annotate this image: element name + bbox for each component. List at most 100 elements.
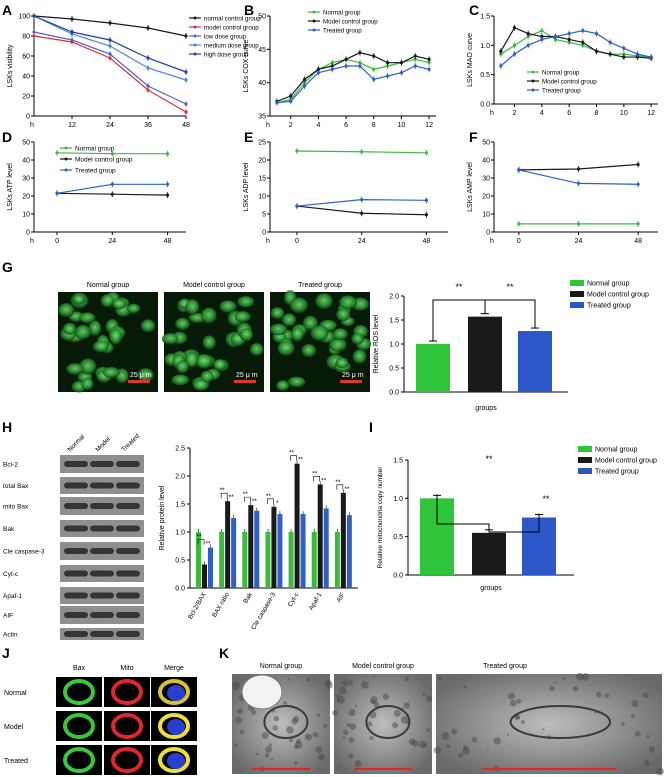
series-line bbox=[500, 30, 652, 67]
significance-bracket bbox=[488, 513, 540, 533]
data-point bbox=[576, 181, 581, 185]
series-line bbox=[500, 29, 652, 58]
em-texture bbox=[507, 692, 515, 700]
panel-k-layer: Normal group Model control group Treated g… bbox=[232, 663, 664, 776]
cell-nucleus bbox=[202, 335, 216, 350]
em-texture bbox=[339, 687, 347, 695]
data-point bbox=[526, 31, 530, 36]
blot-band bbox=[64, 461, 88, 467]
cell-nucleus bbox=[100, 294, 115, 308]
significance-bracket bbox=[220, 492, 228, 499]
line-chart-e: 0 5 10 15 20 25 0 24 48 h LSKs ADP level bbox=[243, 140, 448, 245]
em-texture bbox=[433, 746, 441, 754]
y-tick-label: 50 bbox=[482, 140, 490, 147]
em-image-label: Treated group bbox=[483, 663, 527, 670]
significance-label: ** bbox=[243, 491, 249, 498]
x-tick-label: 48 bbox=[423, 238, 431, 245]
data-point bbox=[108, 38, 112, 42]
blot-band bbox=[90, 482, 114, 489]
data-point bbox=[576, 222, 581, 226]
data-point bbox=[512, 43, 517, 47]
em-texture bbox=[337, 766, 341, 770]
cell-nucleus bbox=[329, 338, 347, 352]
x-tick-label: 8 bbox=[595, 110, 599, 117]
em-texture bbox=[542, 728, 545, 731]
data-point bbox=[427, 57, 431, 61]
blot-band bbox=[64, 503, 88, 509]
row-label: Normal bbox=[4, 690, 27, 697]
channel-label: Bax bbox=[73, 665, 86, 672]
em-texture bbox=[312, 731, 319, 738]
em-texture bbox=[516, 698, 522, 704]
x-tick-label: 0 bbox=[55, 238, 59, 245]
em-texture bbox=[549, 685, 555, 692]
legend-entry: high dose group bbox=[204, 51, 249, 58]
legend-marker bbox=[531, 79, 535, 83]
em-texture bbox=[426, 728, 431, 732]
y-tick-label: 20 bbox=[22, 194, 30, 201]
data-point bbox=[108, 44, 112, 48]
cell-nucleus bbox=[213, 359, 227, 371]
y-tick-label: 35 bbox=[258, 114, 266, 121]
vesicle bbox=[241, 674, 283, 710]
blot-band bbox=[90, 592, 114, 599]
em-texture bbox=[292, 715, 300, 723]
panel-letter-k: K bbox=[219, 645, 229, 661]
legend-marker bbox=[531, 70, 535, 74]
y-tick-label: 0.0 bbox=[480, 102, 490, 109]
blot-band bbox=[116, 570, 140, 577]
cell-nucleus bbox=[332, 328, 348, 341]
x-axis-prefix-label: h bbox=[266, 122, 270, 129]
em-texture bbox=[323, 723, 328, 728]
em-texture bbox=[441, 732, 450, 740]
nucleus-dapi bbox=[167, 685, 185, 701]
y-tick-label: 0.0 bbox=[389, 390, 399, 397]
em-texture bbox=[576, 672, 584, 681]
blot-band bbox=[64, 525, 88, 532]
em-texture bbox=[286, 726, 294, 734]
legend-marker bbox=[193, 43, 197, 47]
legend-swatch bbox=[570, 291, 584, 297]
data-point bbox=[385, 61, 390, 65]
significance-bracket bbox=[432, 299, 486, 342]
category-label: BAX ratio bbox=[211, 591, 231, 619]
y-axis-label: LSKs ADP level bbox=[243, 162, 250, 211]
mitochondrion bbox=[365, 705, 411, 739]
blot-band bbox=[64, 482, 88, 489]
em-texture bbox=[348, 708, 356, 717]
merge-signal bbox=[158, 713, 190, 739]
y-tick-label: 0.5 bbox=[393, 534, 403, 541]
data-point bbox=[295, 204, 299, 208]
em-texture bbox=[493, 737, 501, 745]
blot-band bbox=[90, 525, 114, 532]
cell-nucleus bbox=[185, 299, 200, 315]
data-point bbox=[295, 149, 299, 153]
cell-nucleus bbox=[234, 311, 251, 323]
em-texture bbox=[306, 677, 311, 682]
data-point bbox=[424, 213, 429, 217]
em-texture bbox=[251, 709, 257, 715]
em-texture bbox=[239, 729, 245, 735]
data-point bbox=[427, 67, 431, 71]
data-point bbox=[608, 52, 612, 56]
em-texture bbox=[446, 744, 451, 749]
em-texture bbox=[296, 739, 301, 744]
bar bbox=[265, 532, 271, 588]
x-tick-label: 2 bbox=[289, 122, 293, 129]
data-point bbox=[146, 66, 150, 70]
y-tick-label: 45 bbox=[258, 47, 266, 54]
blot-row-label: Bak bbox=[3, 526, 15, 533]
em-texture bbox=[463, 684, 468, 689]
panel-letter-c: C bbox=[469, 2, 479, 18]
em-texture bbox=[361, 681, 369, 689]
y-tick-label: 1.0 bbox=[175, 530, 185, 537]
cell-nucleus bbox=[192, 379, 209, 391]
data-point bbox=[499, 64, 503, 68]
x-tick-label: 8 bbox=[372, 122, 376, 129]
cell-nucleus bbox=[289, 297, 308, 314]
data-point bbox=[567, 37, 571, 42]
em-texture bbox=[403, 702, 411, 709]
cell-nucleus bbox=[201, 307, 217, 324]
y-tick-label: 10 bbox=[482, 212, 490, 219]
